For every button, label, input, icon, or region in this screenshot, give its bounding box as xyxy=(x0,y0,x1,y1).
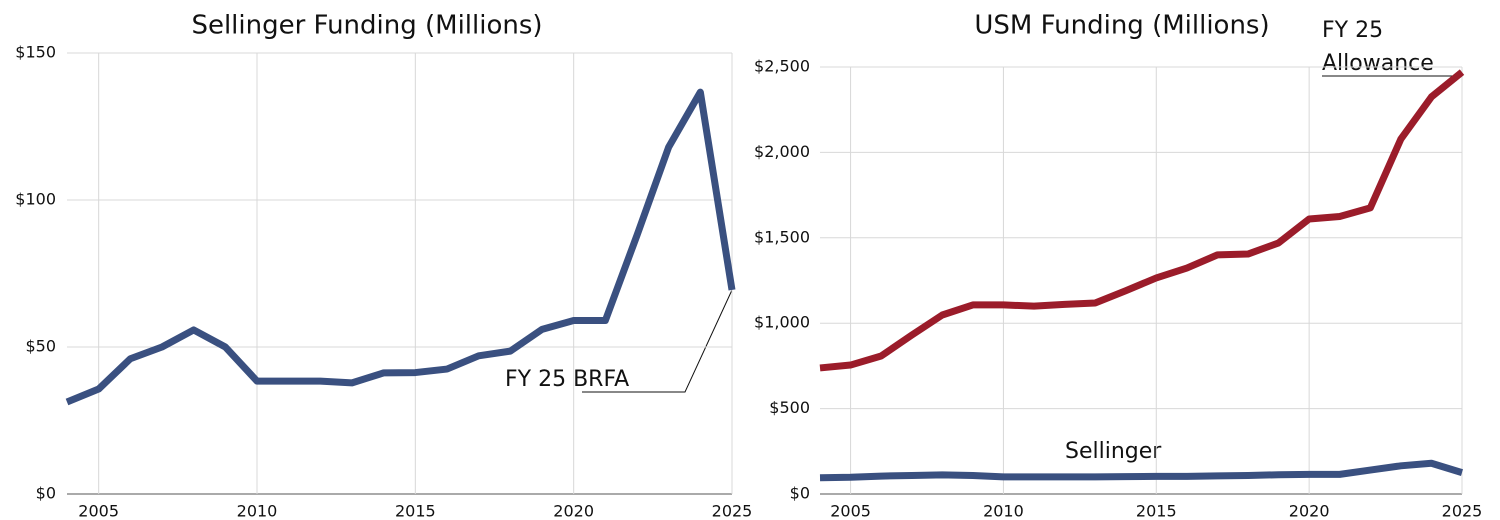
series-label: Sellinger xyxy=(1065,439,1162,464)
y-tick-label: $100 xyxy=(15,190,56,209)
y-tick-label: $0 xyxy=(790,484,810,503)
x-tick-label: 2005 xyxy=(78,502,119,520)
annotation: FY 25 xyxy=(1322,18,1383,43)
leader-line xyxy=(582,289,733,393)
x-tick-label: 2025 xyxy=(1442,502,1483,520)
x-tick-label: 2020 xyxy=(1289,502,1330,520)
y-tick-label: $2,000 xyxy=(754,142,810,161)
annotation: FY 25 BRFA xyxy=(505,367,629,392)
data-line xyxy=(819,69,1465,372)
x-tick-label: 2005 xyxy=(830,502,871,520)
chart-title: USM Funding (Millions) xyxy=(974,11,1269,41)
y-tick-label: $1,500 xyxy=(754,227,810,246)
x-tick-label: 2010 xyxy=(983,502,1024,520)
x-tick-label: 2020 xyxy=(553,502,594,520)
y-tick-label: $150 xyxy=(15,43,56,62)
y-tick-label: $50 xyxy=(25,337,56,356)
x-tick-label: 2015 xyxy=(395,502,436,520)
annotation: Allowance xyxy=(1322,51,1434,76)
y-tick-label: $2,500 xyxy=(754,57,810,76)
data-line xyxy=(819,459,1464,482)
y-tick-label: $1,000 xyxy=(754,313,810,332)
y-tick-label: $0 xyxy=(36,484,56,503)
data-line xyxy=(65,88,736,406)
chart-title: Sellinger Funding (Millions) xyxy=(191,11,542,41)
x-tick-label: 2015 xyxy=(1136,502,1177,520)
x-tick-label: 2025 xyxy=(712,502,753,520)
x-tick-label: 2010 xyxy=(237,502,278,520)
y-tick-label: $500 xyxy=(769,398,810,417)
